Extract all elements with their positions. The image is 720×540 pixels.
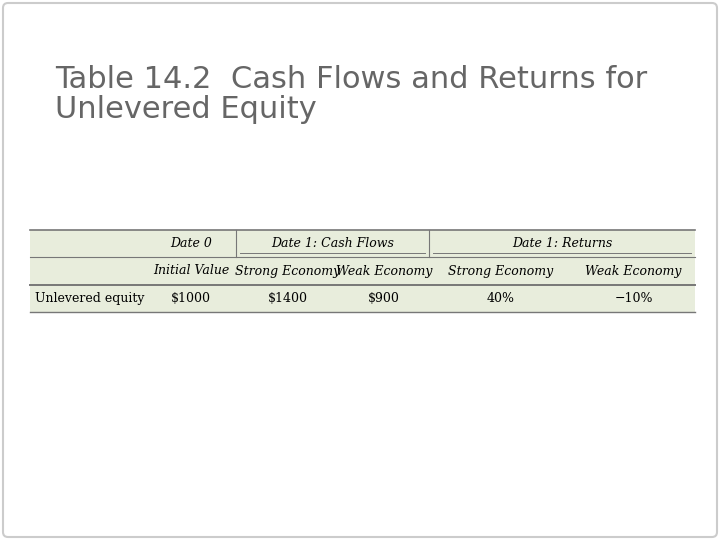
Text: Date 1: Returns: Date 1: Returns	[512, 237, 612, 250]
Text: Unlevered Equity: Unlevered Equity	[55, 95, 317, 124]
Text: Initial Value: Initial Value	[153, 265, 230, 278]
Text: 40%: 40%	[487, 292, 515, 305]
Text: −10%: −10%	[614, 292, 653, 305]
Text: $1400: $1400	[268, 292, 307, 305]
Text: Table 14.2  Cash Flows and Returns for: Table 14.2 Cash Flows and Returns for	[55, 65, 647, 94]
Text: Date 1: Cash Flows: Date 1: Cash Flows	[271, 237, 394, 250]
Text: Date 0: Date 0	[171, 237, 212, 250]
FancyBboxPatch shape	[30, 230, 695, 312]
Text: Strong Economy: Strong Economy	[235, 265, 341, 278]
FancyBboxPatch shape	[3, 3, 717, 537]
Text: $900: $900	[368, 292, 400, 305]
Text: Strong Economy: Strong Economy	[448, 265, 553, 278]
Text: Weak Economy: Weak Economy	[585, 265, 682, 278]
Text: Weak Economy: Weak Economy	[336, 265, 433, 278]
Text: $1000: $1000	[171, 292, 211, 305]
Text: Unlevered equity: Unlevered equity	[35, 292, 145, 305]
